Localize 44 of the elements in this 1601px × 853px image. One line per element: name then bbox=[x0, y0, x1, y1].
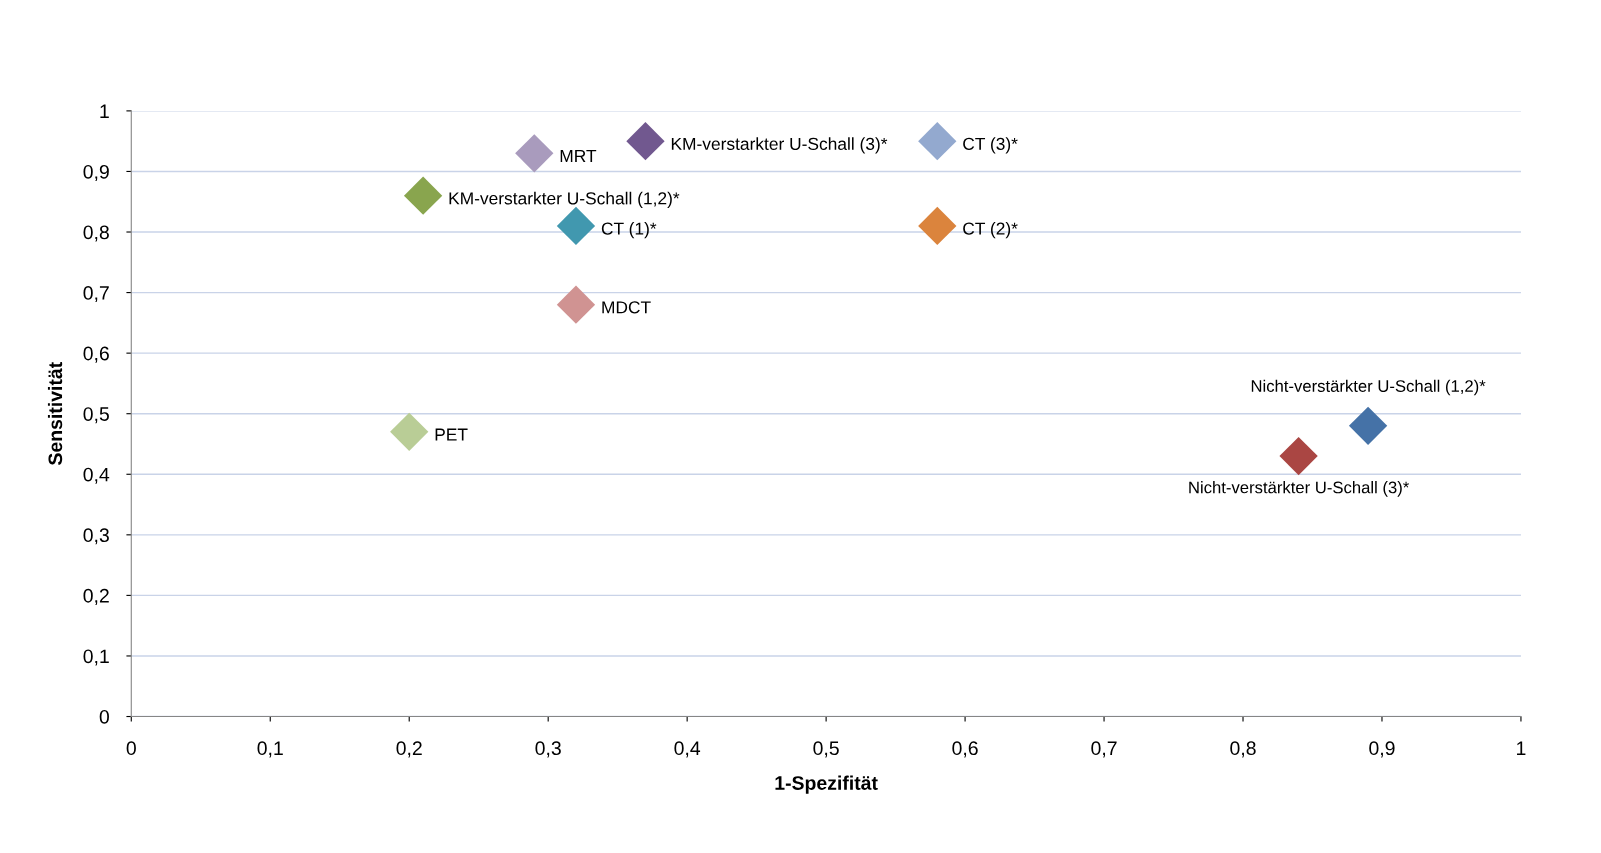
x-tick-label: 0,8 bbox=[1230, 741, 1256, 758]
x-tick-label: 0,3 bbox=[535, 741, 561, 758]
series-label: Nicht-verstärkter U-Schall (1,2)* bbox=[1251, 379, 1486, 396]
series-label: MRT bbox=[560, 150, 597, 162]
point bbox=[1348, 406, 1388, 445]
x-tick-label: 0 bbox=[126, 741, 136, 756]
y-tick-label: 0,4 bbox=[83, 467, 110, 484]
y-tick-label: 0,9 bbox=[83, 164, 109, 181]
y-tick-label: 0,3 bbox=[83, 528, 109, 545]
series-label: CT (1)* bbox=[601, 222, 657, 239]
point bbox=[390, 412, 429, 452]
series-label: MDCT bbox=[602, 301, 651, 314]
y-tick-label: 1 bbox=[100, 104, 109, 118]
x-tick-label: 0,1 bbox=[257, 741, 283, 758]
point bbox=[918, 206, 957, 246]
point bbox=[556, 285, 596, 324]
x-tick-label: 1 bbox=[1517, 741, 1526, 755]
y-tick-label: 0,6 bbox=[83, 346, 109, 363]
x-tick-label: 0,5 bbox=[813, 741, 839, 758]
series-label: CT (3)* bbox=[963, 137, 1018, 154]
y-tick-label: 0,1 bbox=[83, 649, 109, 666]
y-tick-label: 0,8 bbox=[83, 225, 109, 242]
point bbox=[515, 134, 554, 173]
x-axis-title: 1-Spezifität bbox=[775, 775, 878, 794]
series-label: CT (2)* bbox=[963, 222, 1018, 239]
x-tick-label: 0,4 bbox=[674, 741, 701, 758]
series-label: KM-verstarkter U-Schall (1,2)* bbox=[449, 191, 680, 208]
point bbox=[556, 206, 596, 246]
series-label: Nicht-verstärkter U-Schall (3)* bbox=[1189, 481, 1410, 497]
x-tick-label: 0,9 bbox=[1369, 741, 1395, 758]
point bbox=[626, 122, 665, 161]
point bbox=[1279, 436, 1318, 476]
x-tick-label: 0,2 bbox=[396, 741, 422, 758]
x-tick-label: 0,7 bbox=[1091, 741, 1117, 758]
y-axis-title: Sensitivität bbox=[47, 362, 63, 466]
y-tick-label: 0,2 bbox=[83, 588, 109, 605]
x-tick-label: 0,6 bbox=[952, 741, 978, 758]
series-label: PET bbox=[435, 428, 468, 441]
series-label: KM-verstarkter U-Schall (3)* bbox=[671, 137, 888, 154]
y-tick-label: 0,5 bbox=[83, 407, 109, 424]
point bbox=[403, 176, 443, 215]
point bbox=[918, 122, 957, 161]
y-tick-label: 0 bbox=[99, 709, 109, 724]
y-tick-label: 0,7 bbox=[83, 286, 109, 303]
